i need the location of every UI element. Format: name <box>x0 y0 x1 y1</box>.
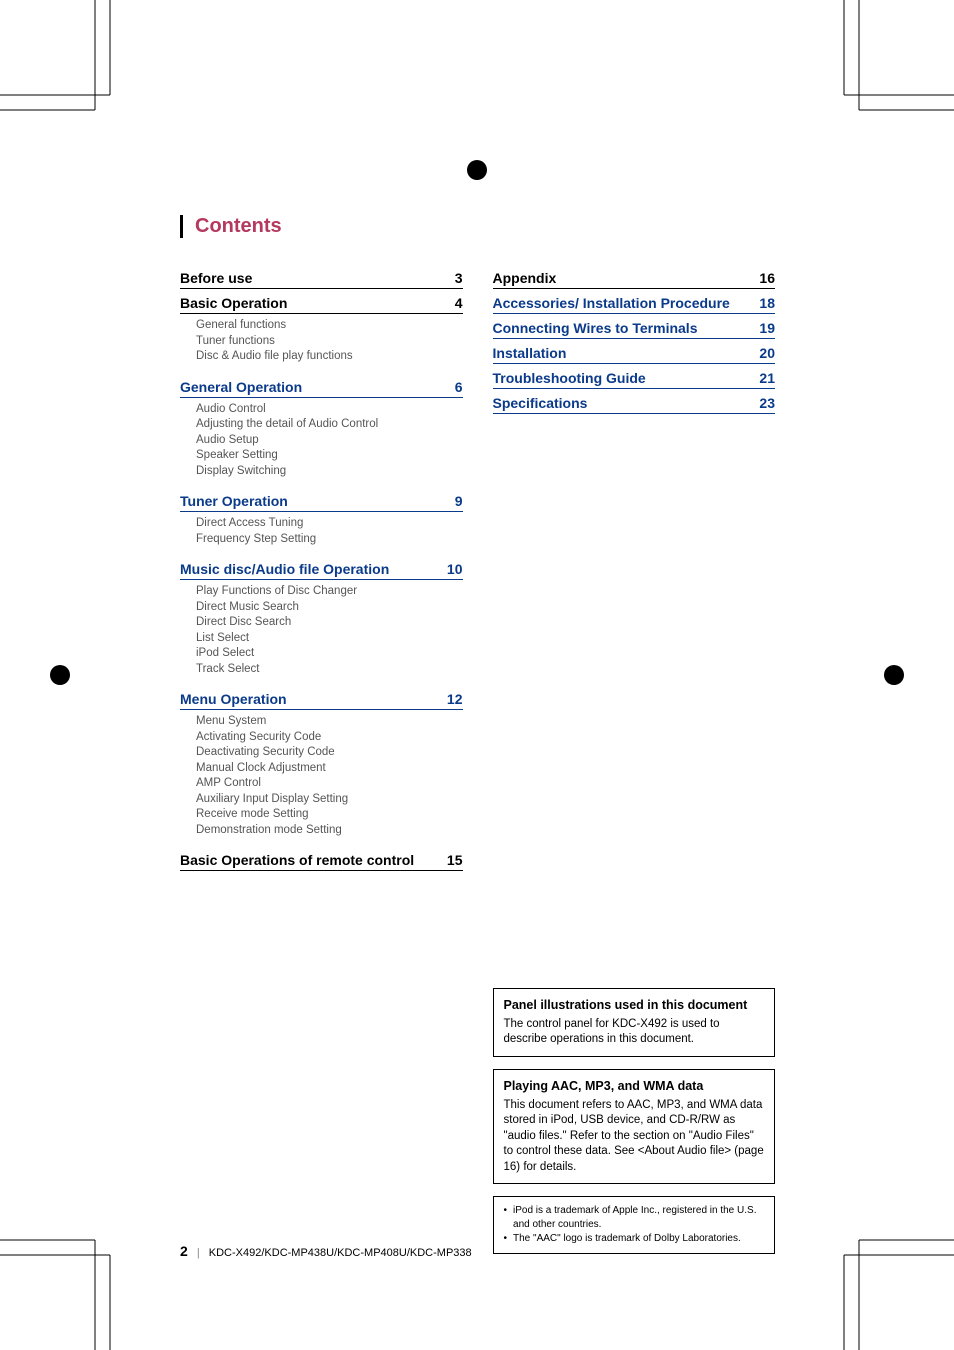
page-title: Contents <box>195 215 775 238</box>
toc-entry: Appendix 16 <box>493 266 776 289</box>
toc-title: Troubleshooting Guide <box>493 370 650 386</box>
box-body: The control panel for KDC-X492 is used t… <box>504 1017 765 1048</box>
toc-subitems: General functions Tuner functions Disc &… <box>180 316 463 375</box>
toc-subitem: Display Switching <box>196 464 463 480</box>
toc-subitem: Direct Access Tuning <box>196 516 463 532</box>
toc-page: 3 <box>447 270 463 286</box>
toc-subitem: Play Functions of Disc Changer <box>196 584 463 600</box>
toc-entry: Music disc/Audio file Operation 10 <box>180 557 463 580</box>
playing-data-box: Playing AAC, MP3, and WMA data This docu… <box>493 1069 776 1184</box>
toc-entry: Before use 3 <box>180 266 463 289</box>
toc-entry: Tuner Operation 9 <box>180 489 463 512</box>
toc-subitem: Direct Music Search <box>196 600 463 616</box>
toc-page: 18 <box>751 295 775 311</box>
toc-title: Connecting Wires to Terminals <box>493 320 702 336</box>
toc-subitem: iPod Select <box>196 646 463 662</box>
bullet-icon: • <box>504 1204 508 1231</box>
panel-illustrations-box: Panel illustrations used in this documen… <box>493 988 776 1057</box>
toc-title: General Operation <box>180 379 306 395</box>
toc-page: 4 <box>447 295 463 311</box>
box-title: Playing AAC, MP3, and WMA data <box>504 1078 765 1095</box>
toc-title: Music disc/Audio file Operation <box>180 561 393 577</box>
registration-mark-top <box>457 150 497 190</box>
toc-page: 19 <box>751 320 775 336</box>
toc-title: Before use <box>180 270 256 286</box>
toc-subitem: AMP Control <box>196 776 463 792</box>
toc-entry: Accessories/ Installation Procedure 18 <box>493 291 776 314</box>
footer-page-number: 2 <box>180 1243 188 1259</box>
toc-title: Menu Operation <box>180 691 291 707</box>
crop-mark-bottom-right <box>794 1190 954 1350</box>
box-body: This document refers to AAC, MP3, and WM… <box>504 1098 765 1176</box>
toc-subitem: Tuner functions <box>196 334 463 350</box>
toc-entry: Troubleshooting Guide 21 <box>493 366 776 389</box>
toc-title: Specifications <box>493 395 592 411</box>
toc-title: Basic Operation <box>180 295 291 311</box>
toc-page: 16 <box>751 270 775 286</box>
toc-page: 23 <box>751 395 775 411</box>
box-title: Panel illustrations used in this documen… <box>504 997 765 1014</box>
toc-title: Appendix <box>493 270 561 286</box>
toc-page: 21 <box>751 370 775 386</box>
toc-entry: General Operation 6 <box>180 375 463 398</box>
toc-subitem: Menu System <box>196 714 463 730</box>
toc-title: Basic Operations of remote control <box>180 852 418 868</box>
toc-subitem: General functions <box>196 318 463 334</box>
toc-subitem: Disc & Audio file play functions <box>196 349 463 365</box>
note-text: iPod is a trademark of Apple Inc., regis… <box>513 1204 764 1231</box>
toc-page: 15 <box>439 852 463 868</box>
toc-entry: Basic Operations of remote control 15 <box>180 848 463 871</box>
title-row: Contents <box>180 215 775 238</box>
toc-subitem: Audio Setup <box>196 433 463 449</box>
toc-entry: Installation 20 <box>493 341 776 364</box>
toc-subitems: Audio Control Adjusting the detail of Au… <box>180 400 463 490</box>
toc-page: 12 <box>439 691 463 707</box>
toc-subitem: Track Select <box>196 662 463 678</box>
toc-subitem: Activating Security Code <box>196 730 463 746</box>
toc-subitem: Direct Disc Search <box>196 615 463 631</box>
toc-subitem: Speaker Setting <box>196 448 463 464</box>
toc-title: Tuner Operation <box>180 493 292 509</box>
crop-mark-bottom-left <box>0 1190 160 1350</box>
toc-subitems: Play Functions of Disc Changer Direct Mu… <box>180 582 463 687</box>
toc-entry: Connecting Wires to Terminals 19 <box>493 316 776 339</box>
bullet-icon: • <box>504 1232 508 1246</box>
toc-page: 10 <box>439 561 463 577</box>
toc-title: Installation <box>493 345 571 361</box>
page-footer: 2 | KDC-X492/KDC-MP438U/KDC-MP408U/KDC-M… <box>180 1243 472 1259</box>
footer-separator: | <box>191 1247 206 1259</box>
toc-left-column: Before use 3 Basic Operation 4 General f… <box>180 266 463 1254</box>
toc-subitems: Direct Access Tuning Frequency Step Sett… <box>180 514 463 557</box>
toc-subitem: Frequency Step Setting <box>196 532 463 548</box>
trademark-notes-box: •iPod is a trademark of Apple Inc., regi… <box>493 1196 776 1254</box>
toc-page: 9 <box>447 493 463 509</box>
toc-subitem: Demonstration mode Setting <box>196 823 463 839</box>
crop-mark-top-left <box>0 0 160 160</box>
toc-subitem: Adjusting the detail of Audio Control <box>196 417 463 433</box>
registration-mark-right <box>874 655 914 695</box>
toc-right-column: Appendix 16 Accessories/ Installation Pr… <box>493 266 776 1254</box>
toc-page: 20 <box>751 345 775 361</box>
content-area: Contents Before use 3 Basic Operation 4 … <box>180 215 775 1254</box>
toc-subitem: Audio Control <box>196 402 463 418</box>
footer-models: KDC-X492/KDC-MP438U/KDC-MP408U/KDC-MP338 <box>209 1247 472 1259</box>
toc-subitems: Menu System Activating Security Code Dea… <box>180 712 463 848</box>
toc-subitem: Auxiliary Input Display Setting <box>196 792 463 808</box>
toc-page: 6 <box>447 379 463 395</box>
toc-entry: Menu Operation 12 <box>180 687 463 710</box>
toc-subitem: List Select <box>196 631 463 647</box>
toc-entry: Specifications 23 <box>493 391 776 414</box>
toc-subitem: Manual Clock Adjustment <box>196 761 463 777</box>
toc-subitem: Receive mode Setting <box>196 807 463 823</box>
crop-mark-top-right <box>794 0 954 160</box>
toc-title: Accessories/ Installation Procedure <box>493 295 734 311</box>
toc-subitem: Deactivating Security Code <box>196 745 463 761</box>
toc-entry: Basic Operation 4 <box>180 291 463 314</box>
registration-mark-left <box>40 655 80 695</box>
note-text: The "AAC" logo is trademark of Dolby Lab… <box>513 1232 741 1246</box>
